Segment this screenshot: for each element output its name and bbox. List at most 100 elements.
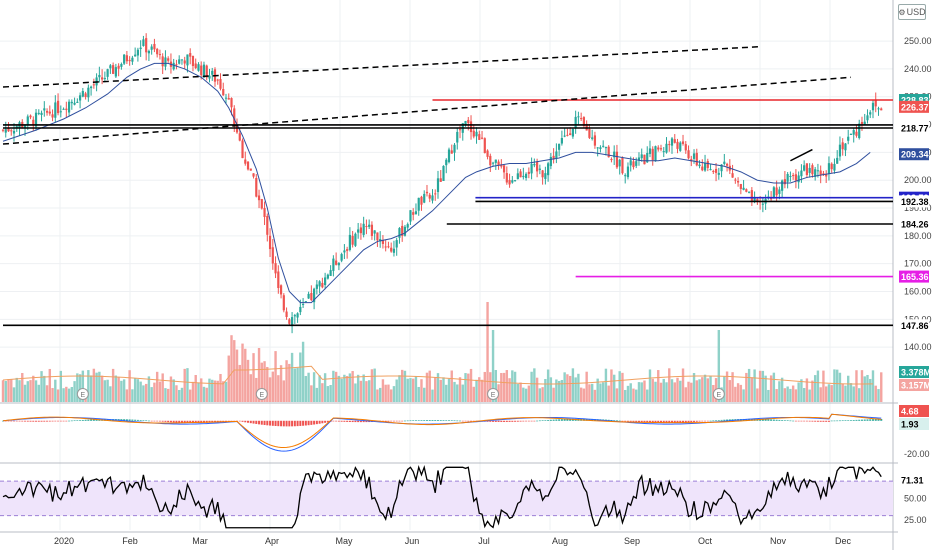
candle-body xyxy=(585,123,588,131)
macd-histogram-bar xyxy=(569,418,572,421)
volume-bar xyxy=(489,372,492,402)
candle-body xyxy=(233,108,236,125)
trendline[interactable] xyxy=(2,76,852,145)
volume-bar xyxy=(800,379,803,402)
macd-histogram-bar xyxy=(775,419,778,421)
macd-histogram-bar xyxy=(860,419,863,421)
macd-histogram-bar xyxy=(79,420,82,421)
candle-body xyxy=(800,170,803,177)
candle-body xyxy=(453,144,456,153)
moving-average-line xyxy=(2,62,871,304)
candle-body xyxy=(626,166,630,178)
earnings-marker-circle[interactable] xyxy=(712,388,725,400)
macd-histogram-bar xyxy=(720,419,723,421)
earnings-marker-circle[interactable] xyxy=(255,388,268,400)
macd-histogram-bar xyxy=(324,420,327,423)
candle-body xyxy=(794,174,797,181)
volume-tag-bg xyxy=(899,379,929,391)
macd-histogram-bar xyxy=(244,420,247,423)
volume-bar xyxy=(172,379,175,402)
volume-bar xyxy=(73,381,76,402)
volume-bar xyxy=(764,375,767,402)
volume-bar xyxy=(522,387,525,402)
earnings-marker[interactable]: E xyxy=(76,388,89,400)
candle-body xyxy=(458,129,462,131)
volume-bar xyxy=(824,386,828,402)
earnings-marker-circle[interactable] xyxy=(487,388,500,400)
volume-bar xyxy=(32,375,35,402)
candle-body xyxy=(409,210,412,222)
macd-histogram-bar xyxy=(37,420,40,422)
volume-bar xyxy=(866,374,869,402)
macd-histogram-bar xyxy=(263,420,266,426)
candle-body xyxy=(164,57,167,67)
candle-body xyxy=(423,193,426,203)
earnings-marker-circle[interactable] xyxy=(76,388,89,400)
macd-histogram-bar xyxy=(770,419,773,421)
candle-body xyxy=(428,194,431,199)
macd-histogram-bar xyxy=(167,420,170,423)
macd-histogram-bar xyxy=(615,420,618,422)
macd-histogram-bar xyxy=(858,419,861,421)
macd-tag: 4.68 xyxy=(899,405,929,417)
volume-bar xyxy=(513,371,517,402)
macd-histogram-bar xyxy=(877,419,880,421)
earnings-marker[interactable]: E xyxy=(712,388,725,400)
macd-histogram-bar xyxy=(825,420,828,422)
macd-histogram-bar xyxy=(76,420,79,421)
candle-body xyxy=(136,49,140,56)
candle-body xyxy=(197,64,200,71)
macd-histogram-bar xyxy=(62,420,65,422)
earnings-marker[interactable]: E xyxy=(255,388,268,400)
volume-bar xyxy=(778,381,781,402)
currency-button[interactable]: ⚙ USD xyxy=(898,4,926,20)
candle-body xyxy=(569,133,572,136)
macd-histogram-bar xyxy=(252,420,255,424)
macd-histogram-bar xyxy=(280,420,283,427)
volume-bar xyxy=(500,372,503,402)
macd-histogram-bar xyxy=(869,419,872,421)
earnings-marker[interactable]: E xyxy=(487,388,500,400)
macd-histogram-bar xyxy=(158,420,161,422)
volume-bar xyxy=(224,381,228,402)
volume-bar xyxy=(337,375,341,402)
candle-body xyxy=(505,173,508,183)
volume-bar xyxy=(786,386,789,402)
price-tag-label: 184.26 xyxy=(901,220,929,230)
macd-histogram-bar xyxy=(428,420,431,421)
trendline[interactable] xyxy=(790,148,813,162)
macd-histogram-bar xyxy=(803,420,806,422)
candle-body xyxy=(219,79,222,89)
candle-body xyxy=(384,246,387,248)
volume-bar xyxy=(103,380,107,402)
candle-body xyxy=(599,147,602,149)
volume-bars xyxy=(1,302,883,402)
macd-histogram-bar xyxy=(68,420,71,422)
candle-body xyxy=(263,208,266,217)
volume-bar xyxy=(880,372,883,402)
candle-body xyxy=(123,54,126,64)
candle-body xyxy=(274,263,277,274)
volume-bar xyxy=(37,384,40,402)
macd-histogram-bar xyxy=(659,420,662,424)
macd-histogram-bar xyxy=(13,420,16,422)
rsi-tick-label: 50.00 xyxy=(904,493,927,503)
price-tag: 147.86 xyxy=(899,319,929,332)
volume-bar xyxy=(657,370,660,402)
macd-histogram-bar xyxy=(32,420,35,422)
volume-bar xyxy=(709,375,712,402)
price-tag: 226.37 xyxy=(899,100,929,113)
volume-tag-label: 3.157M xyxy=(901,381,931,391)
candle-body xyxy=(414,211,418,215)
candle-body xyxy=(544,173,547,179)
macd-histogram-bar xyxy=(310,420,313,425)
candle-body xyxy=(73,102,76,105)
macd-tag: 1.93 xyxy=(899,418,929,430)
candle-body xyxy=(811,165,814,175)
trendline[interactable] xyxy=(2,45,761,88)
volume-bar xyxy=(745,372,748,402)
volume-bar xyxy=(797,382,800,402)
volume-bar xyxy=(268,377,272,402)
volume-bar xyxy=(279,365,283,402)
